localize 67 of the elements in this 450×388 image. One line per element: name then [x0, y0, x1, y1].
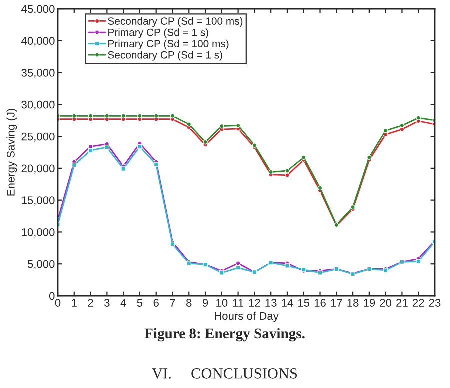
y-tick-label: 35,000 [22, 69, 55, 78]
x-tick-label: 17 [331, 299, 342, 307]
point [72, 114, 77, 119]
point [138, 144, 142, 150]
x-axis-title: Hours of Day [214, 312, 279, 322]
legend-label: Secondary CP (Sd = 1 s) [108, 51, 222, 61]
point [285, 264, 290, 268]
x-tick-label: 4 [120, 299, 126, 307]
text: VI. CONCLUSIONS [152, 368, 298, 379]
point [367, 155, 372, 160]
x-tick-label: 2 [88, 299, 94, 307]
point [72, 162, 77, 168]
x-tick-label: 0 [55, 299, 61, 307]
point [138, 114, 142, 119]
y-tick-label: 15,000 [22, 196, 55, 206]
point [236, 261, 241, 266]
point [104, 144, 110, 150]
legend-label: Secondary CP (Sd = 100 ms) [108, 17, 243, 28]
x-tick-label: 20 [380, 299, 392, 307]
x-tick-label: 22 [412, 299, 424, 307]
point [203, 140, 208, 145]
point [416, 259, 422, 264]
point [301, 155, 306, 160]
point [285, 173, 290, 178]
x-tick-label: 11 [233, 299, 244, 307]
caption: Figure 8: Energy Savings. [144, 328, 305, 342]
x-tick-label: 16 [314, 299, 326, 307]
x-tick-label: 21 [396, 299, 408, 307]
y-tick-label: 45,000 [21, 5, 55, 14]
point [88, 114, 94, 119]
point [154, 114, 159, 119]
y-tick-label: 10,000 [22, 228, 55, 238]
point [416, 116, 422, 120]
x-tick-label: 18 [348, 299, 359, 307]
point [285, 168, 290, 174]
x-tick-label: 13 [266, 299, 277, 307]
x-tick-label: 7 [170, 299, 176, 307]
x-tick-label: 3 [104, 299, 110, 307]
point [186, 122, 192, 127]
legend-label: Primary CP (Sd = 1 s) [108, 28, 208, 38]
x-tick-label: 6 [154, 299, 159, 307]
point [88, 148, 94, 154]
x-tick-label: 5 [137, 299, 143, 307]
y-tick-label: 30,000 [22, 100, 55, 110]
x-tick-label: 1 [72, 299, 77, 307]
y-tick-label: 0 [49, 292, 55, 300]
legend-label: Primary CP (Sd = 100 ms) [108, 40, 229, 50]
x-tick-label: 12 [249, 299, 260, 307]
point [268, 170, 274, 175]
point [236, 266, 241, 270]
x-tick-label: 19 [364, 299, 376, 307]
point [154, 162, 159, 168]
point [121, 114, 126, 119]
x-tick-label: 10 [216, 299, 228, 307]
y-axis-title: Energy Saving (J) [6, 109, 18, 196]
y-tick-label: 5,000 [28, 260, 55, 270]
y-tick-label: 25,000 [22, 132, 55, 142]
x-tick-label: 8 [186, 299, 192, 307]
y-tick-label: 20,000 [22, 164, 55, 174]
point [104, 114, 110, 119]
y-tick-label: 40,000 [21, 37, 55, 46]
point [170, 114, 176, 119]
x-tick-label: 23 [429, 299, 441, 307]
x-tick-label: 15 [298, 299, 310, 307]
point [400, 127, 405, 132]
x-tick-label: 14 [282, 299, 294, 307]
x-tick-label: 9 [202, 299, 208, 307]
